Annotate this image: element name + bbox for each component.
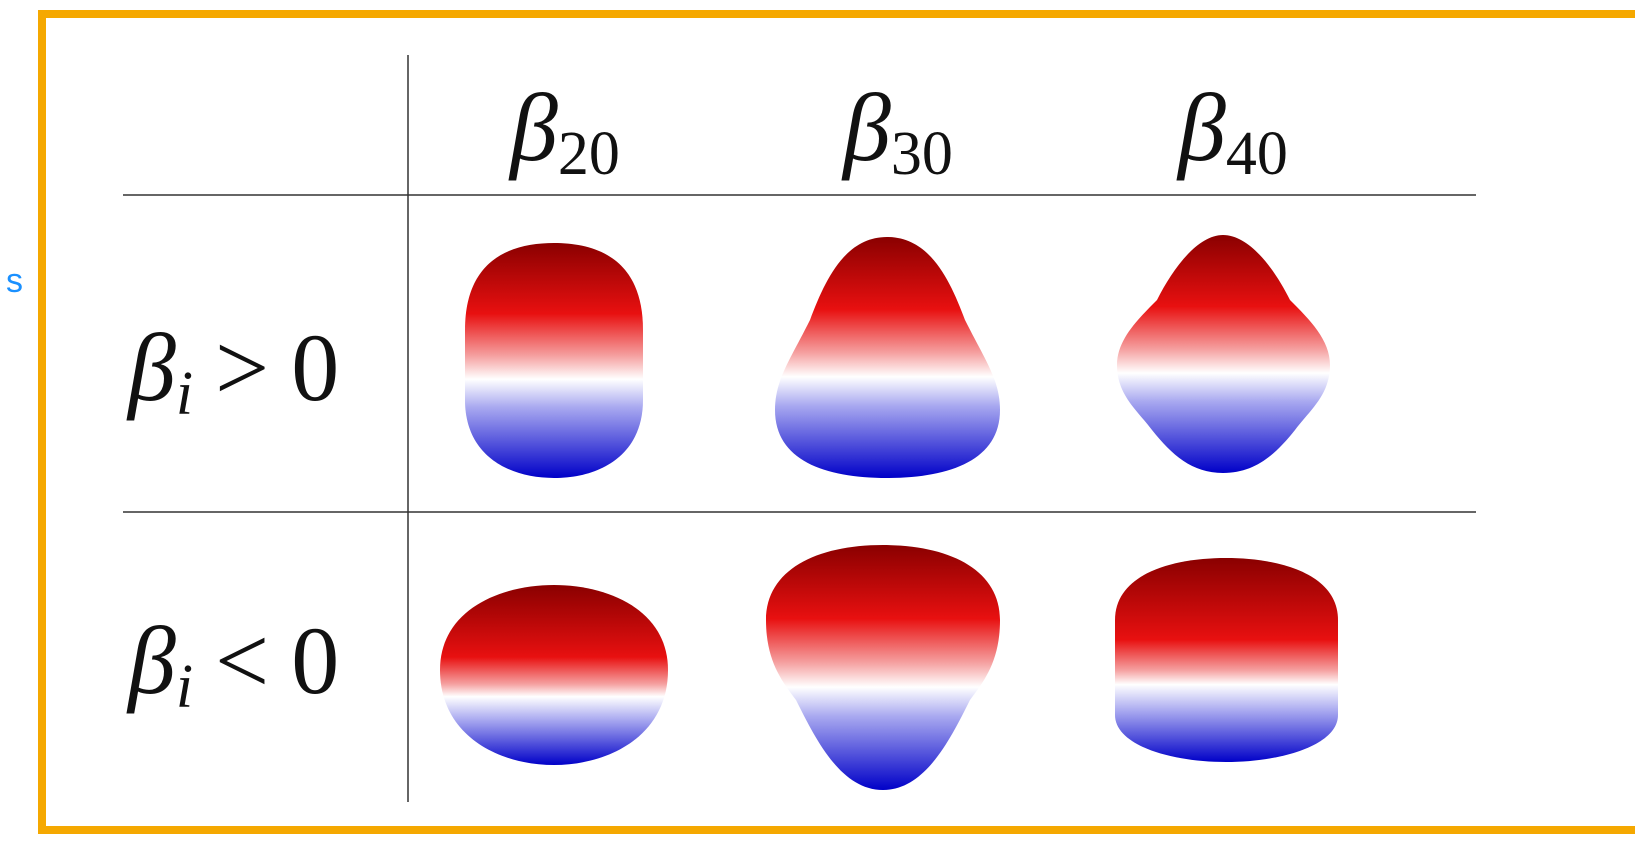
symbol: β [126,607,176,714]
symbol: β [1176,74,1226,181]
shape-pear [775,237,1000,478]
shape-oblate [440,585,668,765]
symbol: β [126,314,176,421]
column-header: β40 [1176,74,1288,188]
symbol: β [508,74,558,181]
relation: > [215,314,269,421]
value: 0 [291,314,339,421]
subscript: 40 [1226,120,1288,188]
page: s β20β30β40 βi>0βi<0 (() => { const data… [0,0,1635,866]
subscript: i [176,360,193,428]
value: 0 [291,607,339,714]
shape-barrel [1115,558,1338,762]
slide: s β20β30β40 βi>0βi<0 [0,0,1635,866]
subscript: i [176,653,193,721]
relation: < [215,607,269,714]
row-label: βi <0 [126,607,339,721]
subscript: 30 [891,120,953,188]
subscript: 20 [558,120,620,188]
shape-diamond [1117,235,1330,473]
shape-inverted-pear [766,545,1000,790]
side-label: s [6,262,23,300]
symbol: β [841,74,891,181]
row-label: βi >0 [126,314,339,428]
shape-prolate [465,243,643,478]
column-header: β20 [508,74,620,188]
column-header: β30 [841,74,953,188]
